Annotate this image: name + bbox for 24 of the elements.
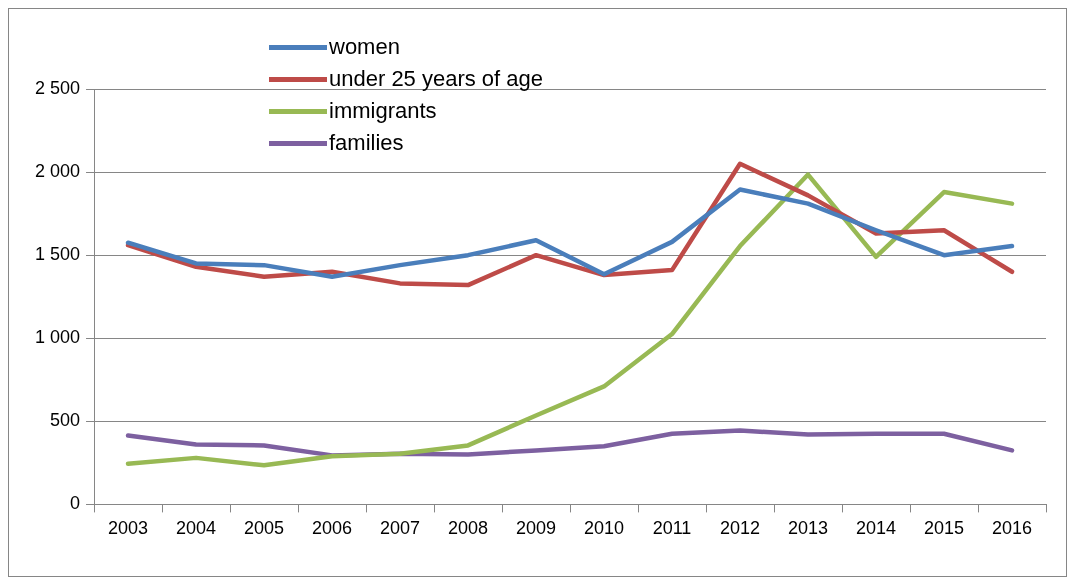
legend-label: families [329, 129, 404, 157]
y-tick-label: 2 000 [35, 161, 81, 182]
x-tick-label: 2008 [448, 518, 489, 539]
x-tick-label: 2015 [923, 518, 965, 539]
x-tick-label: 2016 [991, 518, 1033, 539]
legend-label: under 25 years of age [329, 65, 544, 93]
x-tick-label: 2011 [652, 518, 692, 539]
legend-label: immigrants [329, 97, 437, 125]
x-tick-label: 2014 [855, 518, 897, 539]
y-tick-label: 1 500 [35, 244, 81, 265]
x-tick-label: 2004 [176, 518, 217, 539]
x-tick-label: 2012 [719, 518, 761, 539]
x-tick-label: 2013 [787, 518, 829, 539]
x-tick-label: 2006 [312, 518, 353, 539]
x-tick-label: 2003 [108, 518, 149, 539]
y-tick-label: 1 000 [35, 327, 81, 348]
legend-label: women [329, 33, 400, 61]
y-tick-label: 2 500 [35, 77, 81, 98]
y-tick-label: 500 [50, 410, 81, 431]
y-tick-label: 0 [70, 493, 81, 514]
x-tick-label: 2010 [584, 518, 625, 539]
x-tick-label: 2009 [516, 518, 557, 539]
x-tick-label: 2005 [244, 518, 285, 539]
x-tick-label: 2007 [380, 518, 421, 539]
